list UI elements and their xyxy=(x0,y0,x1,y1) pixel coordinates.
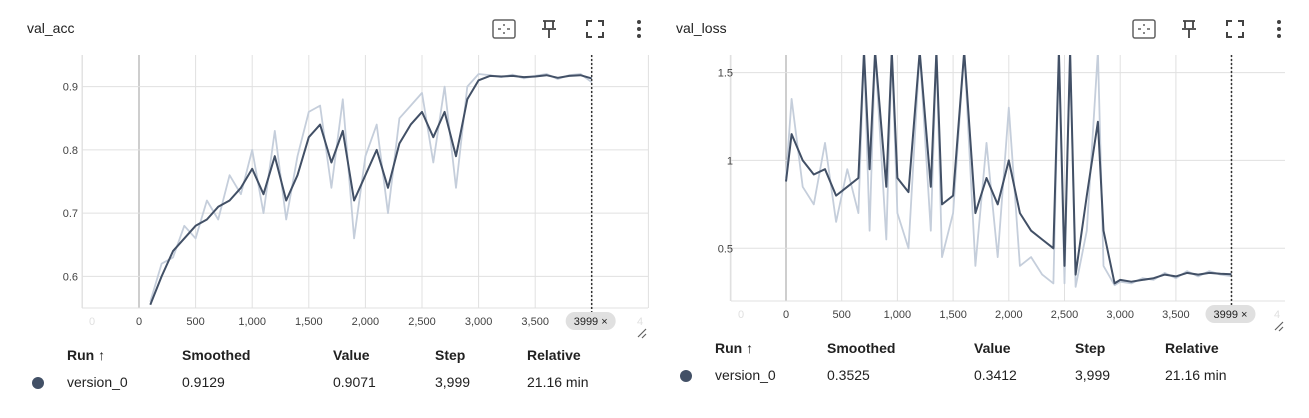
more-button[interactable] xyxy=(1265,15,1293,43)
column-header-relative: Relative xyxy=(527,347,581,363)
line-chart-val-acc[interactable]: 0.6 0.7 0.8 0.9 0 500 1,000 1,500 2,000 2,500 3,00… xyxy=(0,50,652,340)
more-button[interactable] xyxy=(625,15,653,43)
y-tick-label: 0.9 xyxy=(63,82,78,94)
run-color-dot xyxy=(680,370,692,382)
raw-value: 0.3412 xyxy=(974,367,1017,383)
fit-domain-button[interactable] xyxy=(490,15,518,43)
run-name: version_0 xyxy=(67,374,128,390)
step-value: 3,999 xyxy=(1075,367,1111,383)
x-tick-label-faded: 0 xyxy=(89,316,95,328)
hover-step-chip xyxy=(1205,305,1256,323)
card-title: val_loss xyxy=(676,20,727,36)
x-tick-label: 0 xyxy=(783,309,789,321)
x-tick-label: 3,000 xyxy=(1106,309,1134,321)
chart-card-val-acc: val_acc 0.6 0.7 0.8 0.9 0 500 1,000 1,500 2,000 2… xyxy=(0,0,652,418)
run-name: version_0 xyxy=(715,367,776,383)
x-tick-label: 2,000 xyxy=(995,309,1023,321)
fullscreen-icon xyxy=(586,20,604,38)
x-tick-label-faded: 4 xyxy=(1274,309,1280,321)
fullscreen-button[interactable] xyxy=(581,15,609,43)
fit-domain-icon xyxy=(1132,19,1156,39)
card-toolbar xyxy=(490,15,650,43)
relative-value: 21.16 min xyxy=(527,374,589,390)
relative-value: 21.16 min xyxy=(1165,367,1227,383)
hover-step-chip xyxy=(565,312,616,330)
fit-domain-button[interactable] xyxy=(1130,15,1158,43)
column-header-value: Value xyxy=(974,340,1011,356)
x-tick-label: 2,000 xyxy=(352,316,380,328)
x-tick-label: 500 xyxy=(833,309,851,321)
resize-handle-icon[interactable] xyxy=(637,328,647,339)
y-tick-label: 0.8 xyxy=(63,145,78,157)
step-value: 3,999 xyxy=(435,374,471,390)
pin-icon xyxy=(542,20,556,38)
more-vert-icon xyxy=(1277,20,1281,38)
raw-series-line xyxy=(149,73,593,302)
y-tick-label: 1 xyxy=(727,155,733,167)
column-header-smoothed: Smoothed xyxy=(827,340,896,356)
y-tick-label: 0.6 xyxy=(63,271,78,283)
smoothed-series-line xyxy=(149,74,592,306)
resize-handle-icon[interactable] xyxy=(1274,321,1284,332)
x-tick-label-faded: 4 xyxy=(637,316,643,328)
hover-step-label: 3999 × xyxy=(574,316,608,328)
run-color-dot xyxy=(32,377,44,389)
fit-domain-icon xyxy=(492,19,516,39)
x-tick-label: 1,000 xyxy=(238,316,266,328)
fullscreen-button[interactable] xyxy=(1221,15,1249,43)
x-tick-label: 3,500 xyxy=(521,316,549,328)
y-tick-label: 1.5 xyxy=(718,68,733,80)
hover-step-label: 3999 × xyxy=(1214,309,1248,321)
card-title: val_acc xyxy=(27,20,75,36)
smoothed-series-line xyxy=(785,55,1232,285)
x-tick-label: 2,500 xyxy=(408,316,436,328)
x-tick-label: 1,500 xyxy=(295,316,323,328)
pin-icon xyxy=(1182,20,1196,38)
column-header-run[interactable]: Run ↑ xyxy=(67,347,106,363)
x-tick-label-faded: 0 xyxy=(738,309,744,321)
column-header-step: Step xyxy=(1075,340,1106,356)
column-header-value: Value xyxy=(333,347,370,363)
column-header-relative: Relative xyxy=(1165,340,1219,356)
column-header-step: Step xyxy=(435,347,466,363)
y-tick-label: 0.7 xyxy=(63,208,78,220)
card-toolbar xyxy=(1130,15,1290,43)
x-tick-label: 500 xyxy=(186,316,204,328)
fullscreen-icon xyxy=(1226,20,1244,38)
line-chart-val-loss[interactable]: 0.5 1 1.5 0 500 1,000 1,500 2,000 2,500 3,000 3,50… xyxy=(655,50,1309,340)
pin-button[interactable] xyxy=(535,15,563,43)
x-tick-label: 2,500 xyxy=(1051,309,1079,321)
smoothed-value: 0.3525 xyxy=(827,367,870,383)
x-tick-label: 3,000 xyxy=(465,316,493,328)
pin-button[interactable] xyxy=(1175,15,1203,43)
smoothed-value: 0.9129 xyxy=(182,374,225,390)
y-tick-label: 0.5 xyxy=(718,243,733,255)
column-header-smoothed: Smoothed xyxy=(182,347,251,363)
x-tick-label: 3,500 xyxy=(1162,309,1190,321)
column-header-run[interactable]: Run ↑ xyxy=(715,340,754,356)
x-tick-label: 1,000 xyxy=(884,309,912,321)
more-vert-icon xyxy=(637,20,641,38)
raw-value: 0.9071 xyxy=(333,374,376,390)
x-tick-label: 1,500 xyxy=(939,309,967,321)
chart-card-val-loss: val_loss 0.5 1 1.5 0 500 1,000 1,500 2,000 2,500… xyxy=(655,0,1309,418)
x-tick-label: 0 xyxy=(136,316,142,328)
